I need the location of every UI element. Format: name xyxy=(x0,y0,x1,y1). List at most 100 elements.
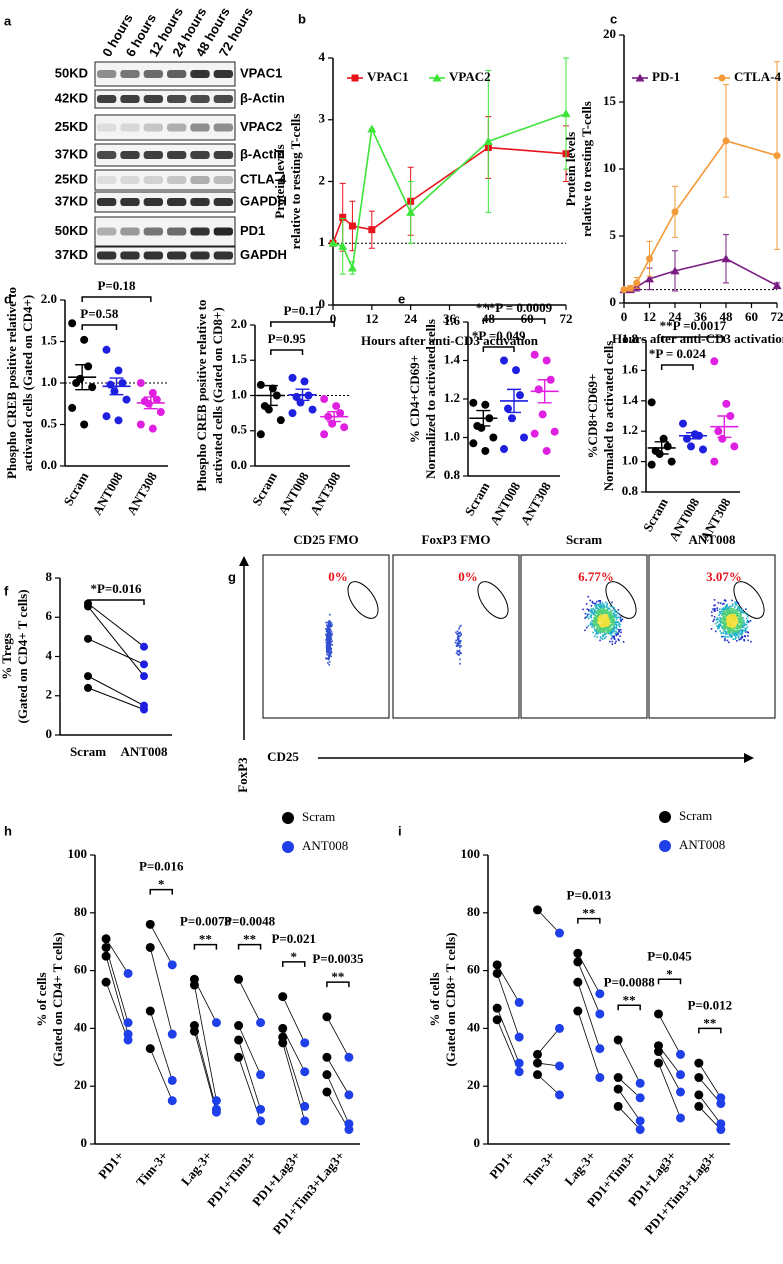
flow-event xyxy=(728,625,731,628)
flow-event xyxy=(330,630,333,633)
data-point xyxy=(167,960,177,970)
flow-event xyxy=(730,616,733,618)
significance-stars: ** xyxy=(243,932,256,947)
flow-event xyxy=(739,624,741,627)
pair-line xyxy=(194,984,217,1101)
flow-event xyxy=(613,636,615,639)
kd-label: 42KD xyxy=(55,90,88,105)
flow-frame xyxy=(648,554,776,719)
panel-letter: f xyxy=(4,583,9,598)
flow-event xyxy=(735,617,738,619)
flow-event xyxy=(737,632,740,634)
flow-event xyxy=(745,613,748,616)
flow-event xyxy=(603,605,606,607)
sem-bar xyxy=(507,388,521,414)
flow-event xyxy=(734,621,737,623)
flow-event xyxy=(740,619,742,622)
flow-event xyxy=(612,636,614,639)
flow-event xyxy=(721,635,723,638)
pair-line xyxy=(194,1025,217,1110)
bracket xyxy=(270,321,335,327)
flow-event xyxy=(739,613,742,616)
protein-label: VPAC1 xyxy=(240,65,282,80)
flow-event xyxy=(327,628,330,630)
data-point xyxy=(492,1003,502,1013)
flow-event xyxy=(599,614,601,616)
data-point xyxy=(256,1116,266,1126)
flow-event xyxy=(593,602,596,605)
flow-event xyxy=(595,630,598,633)
pair-line xyxy=(149,1048,173,1101)
flow-percent: 6.77% xyxy=(578,569,614,584)
flow-event xyxy=(727,616,729,619)
flow-event xyxy=(728,615,731,617)
y-axis-label: Protein levels xyxy=(272,144,287,219)
legend-marker xyxy=(282,812,294,824)
y-tick-label: 1.5 xyxy=(231,351,248,366)
y-axis-label: % of cells xyxy=(34,972,49,1026)
flow-event xyxy=(728,632,730,634)
blot-band xyxy=(97,123,117,132)
flow-event xyxy=(723,624,725,627)
flow-event xyxy=(599,629,601,631)
flow-event xyxy=(604,633,606,635)
y-tick-label: 80 xyxy=(74,904,87,919)
flow-event xyxy=(325,634,327,637)
flow-event xyxy=(325,627,327,630)
flow-event xyxy=(739,612,742,615)
data-point xyxy=(80,335,89,344)
flow-event xyxy=(713,604,715,607)
legend-label: CTLA-4 xyxy=(734,69,781,84)
kd-label: 50KD xyxy=(55,65,88,80)
flow-event xyxy=(615,614,618,616)
flow-event xyxy=(724,614,727,616)
flow-xlabel: CD25 xyxy=(267,749,299,764)
x-tick-label: 72 xyxy=(560,311,573,326)
flow-event xyxy=(614,626,616,629)
flow-event xyxy=(726,609,729,612)
flow-event xyxy=(596,600,598,603)
flow-event xyxy=(716,607,719,609)
flow-event xyxy=(735,622,738,625)
sem-bar xyxy=(686,432,700,440)
flow-event xyxy=(457,643,460,646)
pair-line xyxy=(617,1039,641,1084)
flow-event xyxy=(456,630,459,633)
flow-event xyxy=(722,631,725,634)
flow-event xyxy=(723,599,726,602)
flow-event xyxy=(600,610,602,612)
y-tick-label: 1.0 xyxy=(231,386,247,401)
flow-event xyxy=(456,638,459,641)
pair-line xyxy=(537,1074,560,1096)
pair-line xyxy=(326,1057,350,1096)
flow-event xyxy=(325,630,328,633)
flow-event xyxy=(609,605,612,608)
flow-percent: 3.07% xyxy=(706,569,742,584)
blot-band xyxy=(167,151,187,159)
flow-event xyxy=(594,609,597,612)
protein-label: β-Actin xyxy=(240,146,285,161)
flow-event xyxy=(330,625,333,628)
y-tick-label: 1.0 xyxy=(444,428,460,443)
flow-event xyxy=(610,633,612,635)
flow-event xyxy=(734,611,737,614)
data-point xyxy=(68,403,77,412)
flow-event xyxy=(457,638,460,640)
x-tick-label: 12 xyxy=(365,311,378,326)
flow-event xyxy=(719,608,721,610)
flow-event xyxy=(612,627,615,630)
data-point xyxy=(211,1096,221,1106)
y-tick-label: 0.0 xyxy=(231,457,247,472)
flow-event xyxy=(600,622,602,625)
flow-event xyxy=(595,605,598,608)
flow-event xyxy=(739,618,742,621)
flow-event xyxy=(593,619,595,622)
flow-event xyxy=(739,614,742,617)
data-point xyxy=(514,997,524,1007)
marker xyxy=(367,124,377,133)
flow-event xyxy=(716,609,719,612)
flow-event xyxy=(457,654,460,656)
flow-event xyxy=(586,614,589,616)
data-point xyxy=(101,942,111,952)
flow-event xyxy=(713,599,716,601)
